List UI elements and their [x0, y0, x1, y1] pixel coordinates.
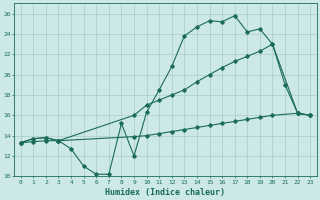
- X-axis label: Humidex (Indice chaleur): Humidex (Indice chaleur): [106, 188, 226, 197]
